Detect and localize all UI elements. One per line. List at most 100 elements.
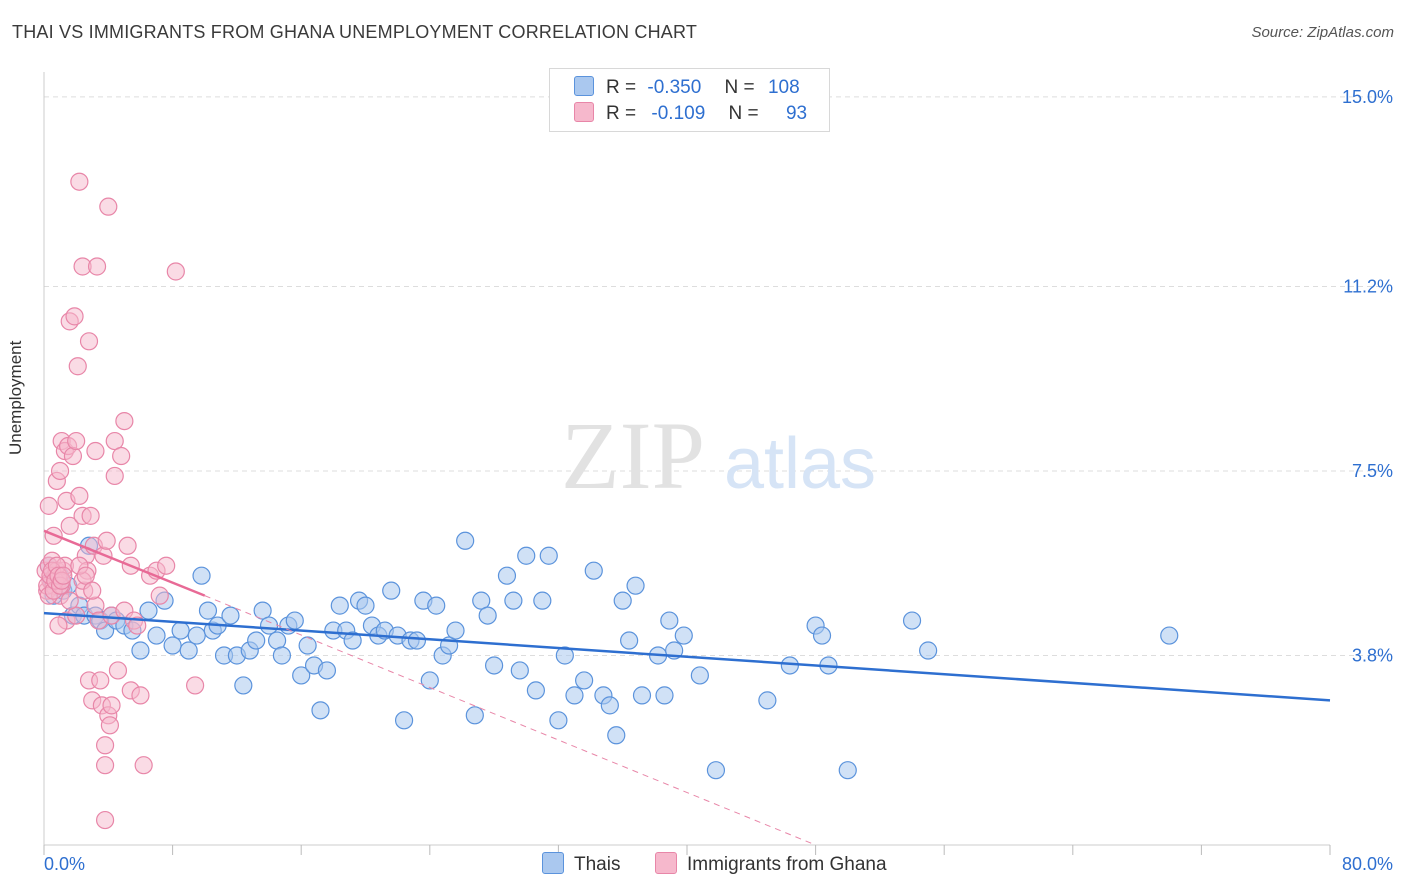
ghana-point: [118, 536, 137, 555]
ghana-point: [63, 446, 83, 466]
ghana-point: [54, 566, 73, 585]
ghana-point: [150, 586, 169, 605]
thais-point: [198, 601, 218, 620]
ghana-point: [81, 506, 100, 525]
thais-point: [465, 706, 484, 725]
thais-point: [131, 641, 150, 660]
thais-point: [758, 691, 777, 710]
legend-r-label: R =: [606, 77, 637, 98]
trend-lines: [43, 529, 1331, 846]
legend-r-value: -0.109: [651, 103, 706, 124]
ghana-point: [67, 431, 86, 451]
ghana-point: [131, 686, 150, 705]
thais-point: [549, 711, 568, 730]
ghana-point: [83, 581, 102, 600]
thais-point: [1160, 626, 1179, 645]
legend-item-thais[interactable]: Thais: [542, 852, 620, 876]
ghana-point: [70, 172, 89, 191]
swatch-thais: [542, 852, 564, 874]
ghana-point: [112, 446, 131, 466]
y-tick-label: 3.8%: [1352, 645, 1393, 665]
thais-point: [838, 761, 857, 780]
ghana-point: [86, 441, 105, 461]
ghana-point: [105, 431, 124, 451]
legend-swatch-blue: [574, 76, 594, 96]
ghana-point: [70, 486, 89, 506]
ghana-trend-extension: [204, 595, 816, 846]
correlation-legend: R = -0.350 N = 108 R = -0.109 N = 93: [549, 68, 830, 132]
ghana-point: [79, 332, 99, 351]
thais-point: [780, 656, 799, 675]
thais-point: [259, 616, 279, 635]
thais-point: [139, 601, 158, 620]
thais-point: [356, 596, 375, 615]
legend-r-label: R =: [606, 103, 637, 124]
ghana-point: [87, 257, 107, 276]
swatch-ghana: [655, 852, 677, 874]
y-tick-label: 7.5%: [1352, 461, 1393, 481]
ghana-point: [60, 516, 79, 535]
ghana-point: [68, 357, 87, 376]
thais-point: [311, 701, 330, 720]
legend-row-ghana: R = -0.109 N = 93: [574, 102, 807, 126]
thais-point: [626, 576, 645, 595]
ghana-point: [115, 411, 134, 431]
legend-item-ghana[interactable]: Immigrants from Ghana: [655, 852, 887, 876]
thais-point: [171, 621, 190, 640]
thais-point: [234, 676, 253, 695]
legend-n-value: 108: [767, 77, 800, 98]
thais-point: [504, 591, 523, 610]
legend-row-thais: R = -0.350 N = 108: [574, 76, 800, 100]
gridlines: [44, 96, 1380, 656]
series-ghana-points: [36, 172, 205, 830]
thais-point: [632, 686, 652, 705]
ghana-point: [86, 596, 105, 615]
y-tick-label: 15.0%: [1342, 87, 1393, 107]
thais-point: [613, 591, 632, 610]
thais-point: [179, 641, 198, 660]
thais-point: [394, 711, 414, 730]
thais-point: [427, 596, 446, 615]
legend-r-value: -0.350: [647, 77, 702, 98]
thais-point: [192, 566, 211, 585]
watermark-atlas: atlas: [724, 424, 876, 504]
thais-point: [382, 581, 401, 600]
ghana-point: [166, 262, 185, 281]
thais-point: [902, 611, 922, 630]
thais-point: [472, 591, 491, 610]
thais-point: [526, 681, 545, 700]
thais-point: [660, 611, 679, 630]
legend-n-label: N =: [724, 77, 755, 98]
thais-point: [298, 636, 317, 655]
ghana-point: [95, 756, 115, 775]
thais-point: [565, 686, 584, 705]
legend-label-thais: Thais: [574, 854, 621, 875]
ghana-point: [95, 736, 115, 755]
ghana-point: [95, 810, 115, 830]
x-tick-label: 80.0%: [1342, 854, 1393, 874]
chart-title: THAI VS IMMIGRANTS FROM GHANA UNEMPLOYME…: [12, 22, 698, 42]
tick-labels: 3.8% 7.5% 11.2% 15.0% 0.0% 80.0%: [44, 87, 1393, 874]
thais-point: [446, 621, 465, 640]
legend-n-label: N =: [728, 103, 759, 124]
thais-point: [221, 606, 240, 625]
thais-point: [497, 566, 517, 585]
x-tick-label: 0.0%: [44, 854, 85, 874]
thais-point: [510, 661, 529, 680]
thais-point: [420, 671, 439, 690]
ghana-point: [60, 591, 79, 610]
thais-point: [674, 626, 693, 645]
thais-point: [812, 626, 832, 645]
ghana-point: [105, 466, 124, 486]
thais-point: [272, 646, 292, 665]
thais-point: [485, 656, 504, 675]
ghana-point: [65, 307, 84, 326]
thais-point: [600, 696, 619, 715]
ghana-point: [102, 696, 121, 715]
thais-point: [690, 666, 709, 685]
thais-trend-line: [43, 611, 1331, 702]
thais-point: [253, 601, 272, 620]
ghana-point: [97, 531, 116, 550]
thais-point: [407, 631, 427, 650]
